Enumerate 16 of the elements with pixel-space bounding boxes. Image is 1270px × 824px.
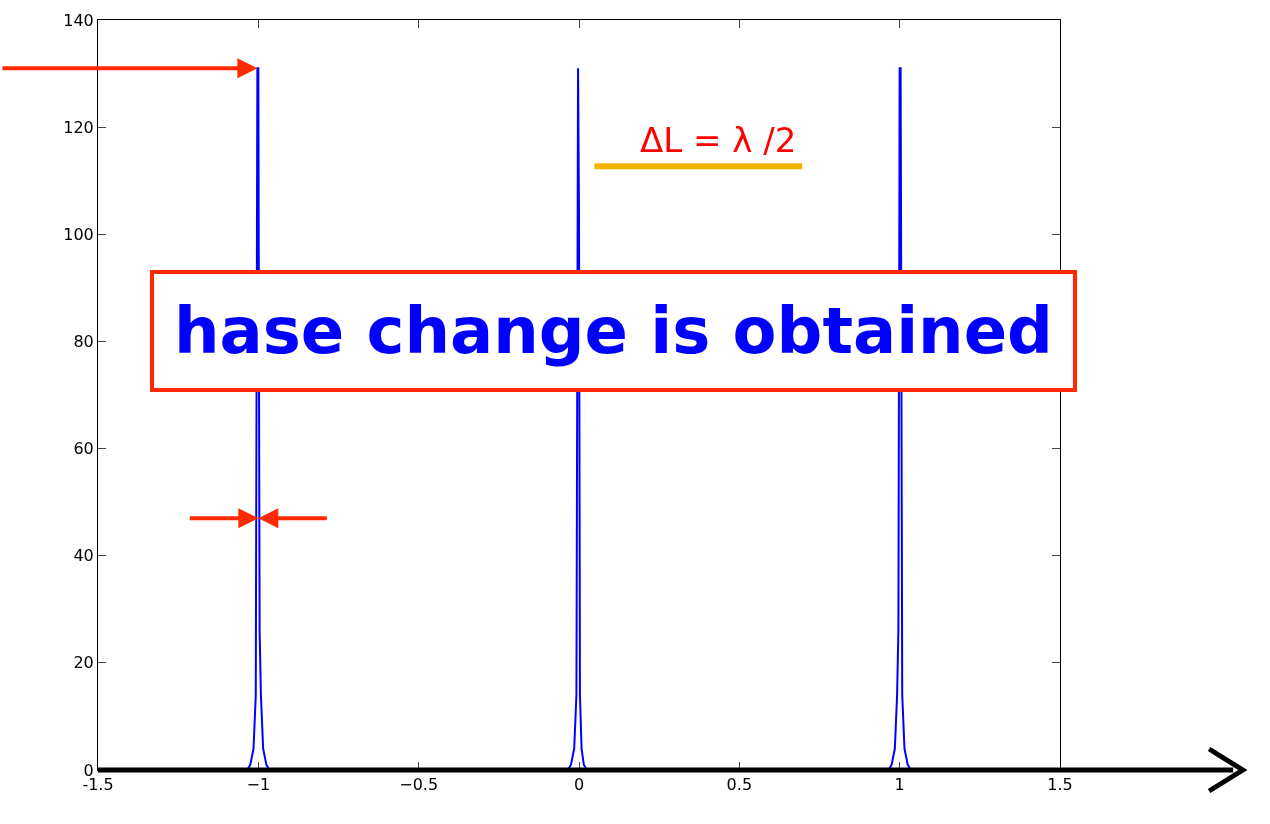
x-tick-label: 0.5 bbox=[726, 775, 753, 795]
annotation: hase change is obtained bbox=[174, 294, 1053, 368]
x-tick-label: 0 bbox=[573, 775, 585, 795]
y-tick-label: 80 bbox=[73, 332, 94, 352]
y-tick-label: 20 bbox=[73, 653, 94, 673]
annotation: ΔL = λ /2 bbox=[640, 120, 797, 160]
y-tick-label: 100 bbox=[63, 224, 94, 244]
y-tick-label: 60 bbox=[73, 439, 94, 459]
y-tick-label: 40 bbox=[73, 546, 94, 566]
x-tick-label: 1.5 bbox=[1047, 775, 1073, 795]
x-tick-label: -1.5 bbox=[82, 775, 114, 795]
x-tick-label: −0.5 bbox=[399, 775, 439, 795]
x-tick-label: −1 bbox=[246, 775, 271, 795]
x-tick-label: 1 bbox=[894, 775, 905, 795]
y-tick-label: 140 bbox=[63, 10, 94, 30]
y-tick-label: 120 bbox=[63, 117, 94, 137]
